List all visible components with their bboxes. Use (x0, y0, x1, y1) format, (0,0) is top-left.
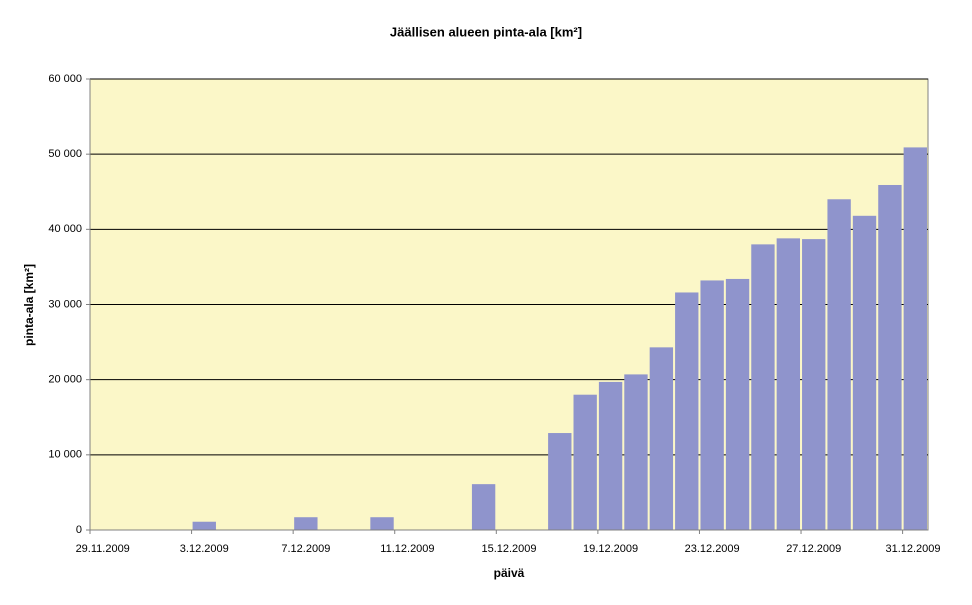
bar (878, 184, 902, 531)
x-tick-label: 19.12.2009 (583, 543, 638, 555)
y-tick-label: 30 000 (48, 298, 82, 310)
bar (573, 394, 597, 530)
y-tick-label: 10 000 (48, 449, 82, 461)
bar (751, 244, 775, 530)
bar (827, 199, 851, 530)
bar (294, 517, 318, 530)
bar (649, 347, 674, 530)
y-tick-label: 20 000 (48, 374, 82, 386)
bar (548, 433, 572, 530)
y-tick-label: 0 (76, 524, 82, 536)
bar (725, 278, 750, 530)
bar (776, 238, 801, 530)
x-tick-label: 3.12.2009 (180, 543, 229, 555)
x-tick-label: 23.12.2009 (685, 543, 740, 555)
bar (903, 147, 927, 530)
x-tick-label: 7.12.2009 (281, 543, 330, 555)
x-tick-label: 15.12.2009 (481, 543, 536, 555)
y-axis-label: pinta-ala [km²] (22, 264, 36, 346)
x-tick-label: 11.12.2009 (380, 543, 434, 555)
x-axis-label: päivä (494, 566, 525, 580)
bar (370, 517, 394, 530)
bar (700, 280, 724, 530)
bar (852, 215, 877, 530)
y-tick-label: 50 000 (48, 148, 82, 160)
bar (624, 374, 648, 530)
x-tick-label: 29.11.2009 (76, 543, 130, 555)
x-tick-label: 27.12.2009 (786, 543, 841, 555)
y-tick-label: 60 000 (48, 73, 82, 85)
chart-title: Jäällisen alueen pinta-ala [km²] (390, 24, 582, 39)
x-tick-label: 31.12.2009 (885, 543, 940, 555)
bar (471, 484, 496, 530)
bar (192, 521, 216, 530)
bar (675, 292, 699, 530)
bar (598, 381, 623, 530)
bar (802, 239, 826, 531)
y-tick-label: 40 000 (48, 223, 82, 235)
